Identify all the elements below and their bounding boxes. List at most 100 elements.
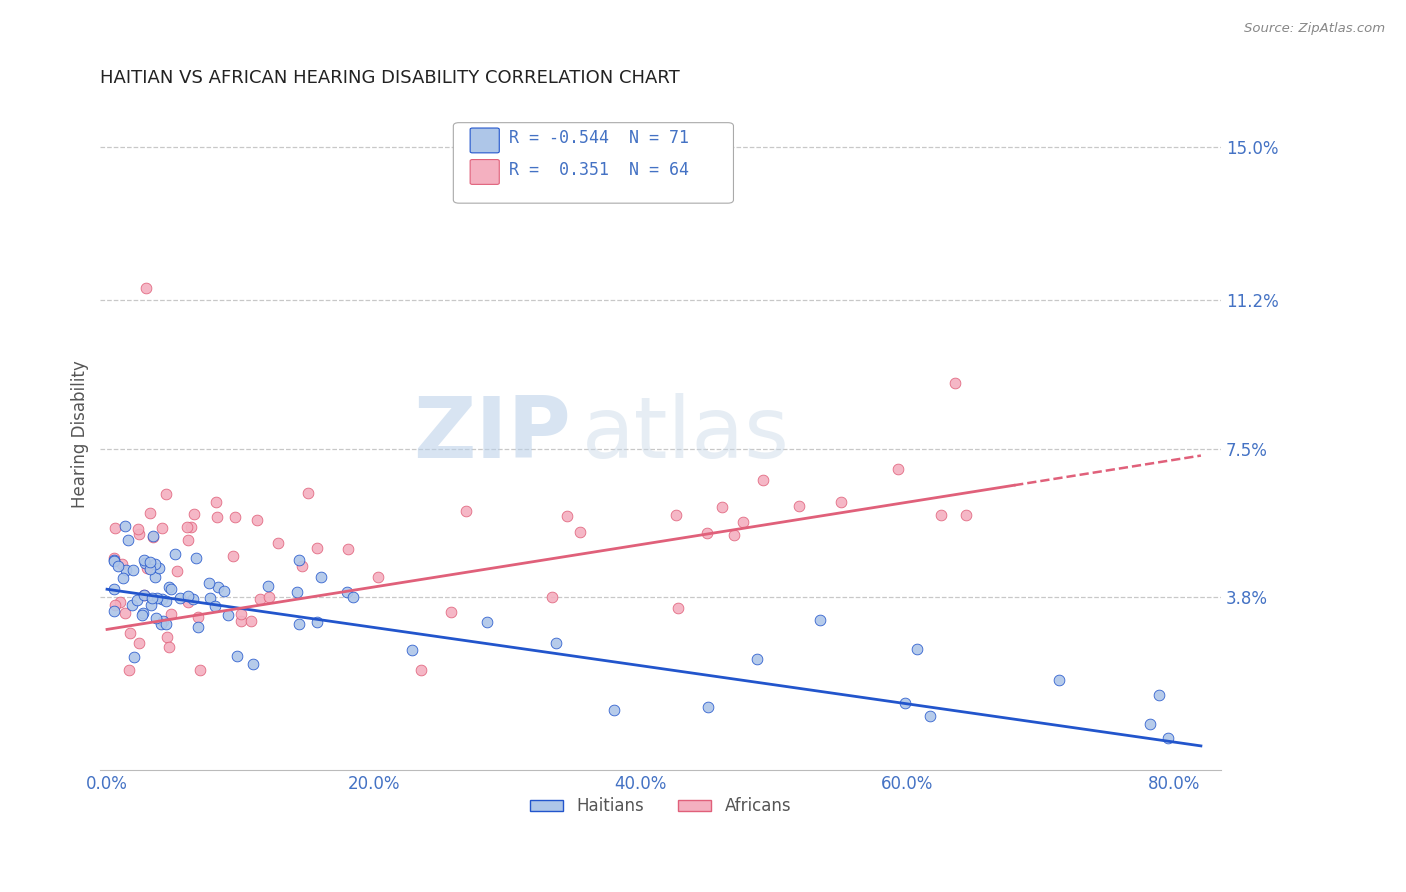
Point (456, 504, 478, 518)
Point (142, 529, 165, 543)
Point (337, 541, 360, 556)
Point (157, 640, 180, 654)
Point (886, 462, 908, 476)
Point (114, 606, 136, 620)
FancyBboxPatch shape (470, 128, 499, 153)
Point (723, 528, 745, 542)
Point (111, 557, 134, 571)
Point (257, 578, 280, 592)
Point (212, 584, 235, 599)
Point (115, 563, 138, 577)
Point (696, 526, 718, 541)
Point (224, 510, 246, 524)
Point (128, 526, 150, 541)
Point (267, 536, 290, 550)
Point (103, 582, 125, 597)
Point (411, 663, 433, 677)
Text: ZIP: ZIP (413, 393, 571, 476)
Point (169, 591, 191, 605)
Point (134, 553, 156, 567)
Text: R =  0.351  N = 64: R = 0.351 N = 64 (509, 161, 689, 179)
Point (1149, 689, 1171, 703)
Point (160, 607, 183, 622)
Point (307, 541, 329, 556)
Point (541, 590, 564, 604)
Point (135, 281, 157, 295)
Point (103, 604, 125, 618)
Point (136, 561, 159, 575)
Point (711, 500, 734, 514)
Point (1157, 731, 1180, 745)
Point (188, 663, 211, 677)
Point (217, 608, 239, 623)
Point (309, 570, 332, 584)
Point (103, 551, 125, 566)
Point (231, 614, 253, 628)
Point (187, 609, 209, 624)
Point (152, 592, 174, 607)
Point (104, 521, 127, 535)
Point (103, 553, 125, 567)
Point (204, 599, 226, 614)
Point (226, 648, 249, 663)
Legend: Haitians, Africans: Haitians, Africans (523, 790, 797, 822)
Point (697, 700, 720, 714)
Point (207, 580, 229, 594)
Point (603, 703, 626, 717)
Point (134, 557, 156, 571)
Point (117, 533, 139, 547)
Point (305, 615, 328, 629)
Point (128, 635, 150, 649)
Point (150, 521, 173, 535)
Point (127, 593, 149, 607)
Point (475, 615, 498, 629)
Point (955, 508, 977, 523)
Point (146, 591, 169, 606)
Point (139, 555, 162, 569)
Point (401, 643, 423, 657)
Point (894, 696, 917, 710)
Point (155, 487, 177, 501)
Point (905, 641, 928, 656)
Point (131, 608, 153, 623)
Point (440, 605, 463, 619)
Text: Source: ZipAtlas.com: Source: ZipAtlas.com (1244, 22, 1385, 36)
Point (103, 598, 125, 612)
Point (150, 616, 173, 631)
Point (177, 533, 200, 547)
Point (187, 620, 209, 634)
Point (221, 549, 243, 564)
Point (165, 547, 187, 561)
Point (568, 524, 591, 539)
Point (745, 652, 768, 666)
Point (132, 606, 155, 620)
Point (183, 507, 205, 521)
Point (156, 630, 179, 644)
Point (159, 582, 181, 596)
Point (143, 569, 166, 583)
Point (198, 591, 221, 606)
Y-axis label: Hearing Disability: Hearing Disability (72, 360, 89, 508)
Point (943, 376, 966, 391)
Point (665, 508, 688, 522)
Point (239, 615, 262, 629)
Point (114, 518, 136, 533)
Point (155, 593, 177, 607)
Point (117, 663, 139, 677)
Point (122, 563, 145, 577)
Point (291, 559, 314, 574)
Point (132, 588, 155, 602)
Point (142, 530, 165, 544)
Point (148, 561, 170, 575)
Point (177, 595, 200, 609)
Point (107, 558, 129, 573)
Point (157, 580, 180, 594)
Point (336, 585, 359, 599)
Point (111, 571, 134, 585)
Point (555, 508, 578, 523)
Text: atlas: atlas (582, 393, 790, 476)
Point (931, 508, 953, 523)
Point (145, 611, 167, 625)
Point (197, 576, 219, 591)
Point (132, 588, 155, 602)
